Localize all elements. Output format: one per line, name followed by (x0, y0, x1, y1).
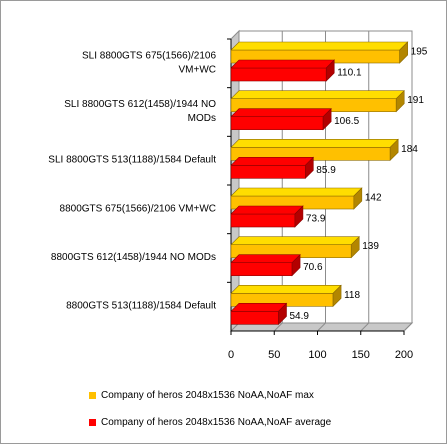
bar-top (230, 205, 304, 215)
bar-top (230, 236, 360, 245)
data-label: 195 (411, 47, 428, 58)
x-tick-label: 0 (228, 349, 234, 361)
bar-end (278, 302, 287, 326)
bar-end (399, 41, 408, 64)
bar-end (395, 89, 405, 113)
data-label: 54.9 (289, 311, 309, 322)
bar-top (230, 303, 288, 312)
legend-swatch-max (89, 392, 96, 399)
data-label: 85.9 (316, 165, 336, 176)
x-tick-label: 150 (352, 349, 370, 361)
x-tick-label: 50 (268, 349, 280, 361)
bar-end (294, 205, 304, 228)
data-label: 142 (365, 193, 382, 204)
bar (230, 262, 293, 276)
category-label: 8800GTS 513(1188)/1584 Default (66, 301, 216, 312)
category-label: SLI 8800GTS 675(1566)/2106 (82, 50, 216, 61)
gridline-floor (273, 322, 283, 332)
bar-end (322, 107, 332, 131)
data-label: 73.9 (306, 214, 326, 225)
category-label: SLI 8800GTS 612(1458)/1944 NO (64, 99, 216, 110)
legend-swatch-average (89, 419, 96, 426)
data-label: 70.6 (303, 262, 323, 273)
category-label: MODs (188, 113, 216, 124)
x-tick-label: 100 (308, 349, 326, 361)
data-label: 106.5 (334, 116, 359, 127)
data-label: 110.1 (337, 68, 362, 79)
legend-label-max: Company of heros 2048x1536 NoAA,NoAF max (101, 390, 314, 401)
bar-top (230, 157, 315, 166)
x-tick-label: 200 (395, 349, 413, 361)
bar-top (230, 254, 301, 263)
bar-top (230, 108, 332, 117)
bar (230, 67, 327, 82)
category-label: SLI 8800GTS 513(1188)/1584 Default (48, 155, 216, 166)
bar-end (332, 284, 342, 308)
gridline-floor (360, 322, 370, 332)
bar-end (389, 138, 399, 162)
data-label: 191 (407, 95, 424, 106)
bar-top (230, 90, 405, 99)
legend-item-average: Company of heros 2048x1536 NoAA,NoAF ave… (89, 417, 331, 428)
data-label: 139 (362, 241, 379, 252)
bar-top (230, 139, 399, 148)
category-label: VM+WC (179, 64, 217, 75)
bar (230, 116, 324, 130)
bar-end (291, 253, 301, 277)
data-label: 118 (344, 290, 360, 301)
gridline-floor (403, 322, 413, 332)
bar-top (230, 285, 342, 294)
legend-label-average: Company of heros 2048x1536 NoAA,NoAF ave… (101, 417, 332, 428)
data-label: 184 (401, 144, 418, 155)
bar (230, 213, 296, 228)
bar (230, 165, 306, 179)
bar-top (230, 41, 409, 51)
bar-top (230, 187, 363, 197)
bar (230, 311, 279, 325)
bar-end (325, 59, 335, 82)
category-label: 8800GTS 612(1458)/1944 NO MODs (51, 252, 216, 263)
bar-top (230, 59, 335, 69)
legend-item-max: Company of heros 2048x1536 NoAA,NoAF max (89, 390, 314, 401)
gridline-floor (317, 322, 326, 332)
bar-end (353, 187, 363, 210)
category-label: 8800GTS 675(1566)/2106 VM+WC (60, 203, 216, 214)
bar-end (350, 235, 360, 259)
bar-end (305, 156, 314, 180)
